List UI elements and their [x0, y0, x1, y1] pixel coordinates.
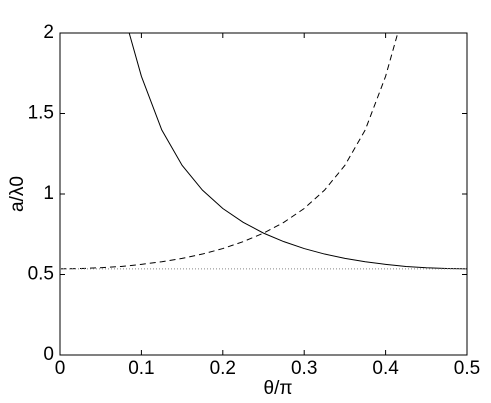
x-tick-label: 0.2 [210, 358, 236, 379]
x-tick-label: 0.1 [128, 358, 154, 379]
x-tick-label: 0.5 [454, 358, 480, 379]
y-tick-label: 1.5 [28, 103, 54, 124]
y-axis-label: a/λ0 [7, 176, 28, 212]
x-tick-label: 0.4 [372, 358, 399, 379]
y-tick-label: 0 [43, 344, 54, 365]
y-tick-label: 2 [43, 22, 54, 43]
y-tick-label: 0.5 [28, 264, 54, 285]
series-line [128, 32, 468, 270]
x-axis-label: θ/π [264, 378, 293, 399]
x-tick-label: 0 [55, 358, 66, 379]
plot-frame [59, 32, 468, 356]
x-tick-label: 0.3 [291, 358, 317, 379]
series-line [59, 32, 399, 270]
y-tick-label: 1 [43, 183, 54, 204]
